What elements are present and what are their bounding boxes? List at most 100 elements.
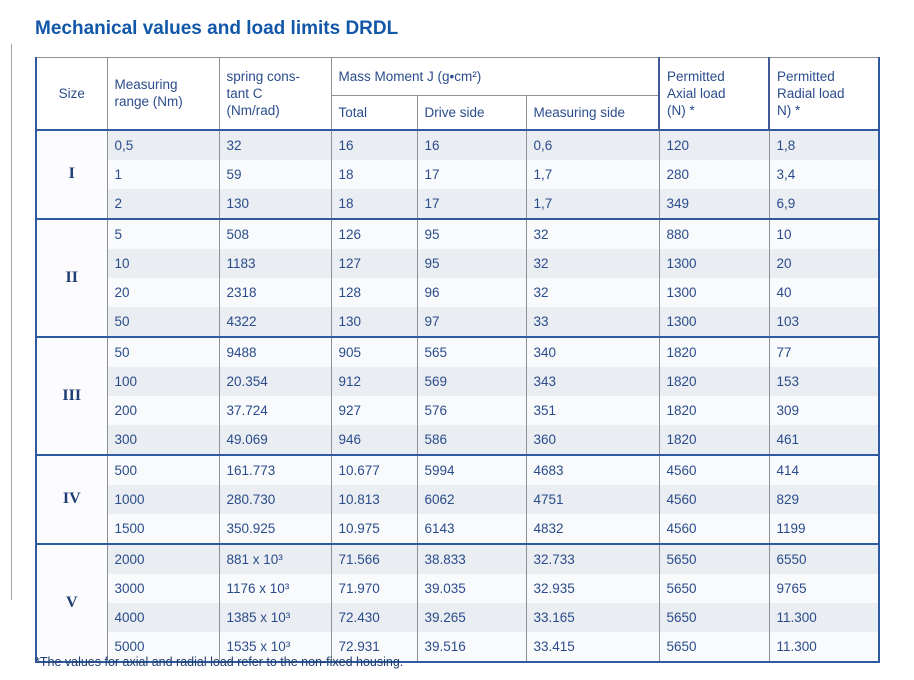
table-cell: 4560 xyxy=(658,513,770,544)
table-row: 1000 280.730 10.813 6062 4751 4560 829 xyxy=(36,484,880,514)
header-spring-constant-line1: spring cons- xyxy=(226,68,301,84)
footnote: *The values for axial and radial load re… xyxy=(35,655,404,669)
table-cell: 1820 xyxy=(658,424,770,455)
table-cell: 927 xyxy=(330,395,417,425)
header-measuring-range-line1: Measuring xyxy=(114,77,178,93)
table-cell: 280.730 xyxy=(218,484,331,514)
table-cell: 103 xyxy=(768,306,880,337)
header-spring-constant: spring cons- tant C (Nm/rad) xyxy=(218,57,331,130)
table-cell: 10 xyxy=(106,248,219,278)
table-cell: 351 xyxy=(525,395,660,425)
table-cell: 33.415 xyxy=(525,631,660,662)
header-radial-line2: Radial load xyxy=(777,85,845,101)
header-row-sub: Total Drive side Measuring side xyxy=(36,95,879,130)
table-cell: 1,7 xyxy=(525,159,660,189)
table-row: 10 1183 127 95 32 1300 20 xyxy=(36,248,880,278)
table-cell: 50 xyxy=(106,306,219,337)
header-axial-load: Permitted Axial load (N) * xyxy=(658,57,770,130)
table-cell: 16 xyxy=(416,129,526,160)
table-row: 100 20.354 912 569 343 1820 153 xyxy=(36,366,880,396)
table-cell: 39.035 xyxy=(416,573,526,603)
table-row: 4000 1385 x 10³ 72.430 39.265 33.165 565… xyxy=(36,602,880,632)
size-cell: IV xyxy=(35,454,107,544)
header-drive-side: Drive side xyxy=(416,95,526,130)
table-cell: 1,7 xyxy=(525,188,660,219)
header-mass-moment-label: Mass Moment J (g•cm²) xyxy=(338,69,482,84)
table-cell: 71.970 xyxy=(330,573,417,603)
header-total: Total xyxy=(330,95,417,130)
table-cell: 1820 xyxy=(658,395,770,425)
table-cell: 508 xyxy=(218,218,331,249)
table-cell: 72.430 xyxy=(330,602,417,632)
table-cell: 2318 xyxy=(218,277,331,307)
table-cell: 2 xyxy=(106,188,219,219)
table-cell: 20 xyxy=(106,277,219,307)
header-radial-line1: Permitted xyxy=(777,68,835,84)
table-cell: 4751 xyxy=(525,484,660,514)
table-cell: 1300 xyxy=(658,248,770,278)
table-cell: 49.069 xyxy=(218,424,331,455)
page-title: Mechanical values and load limits DRDL xyxy=(35,18,399,39)
header-axial-line2: Axial load xyxy=(667,85,726,101)
table-cell: 340 xyxy=(525,336,660,367)
size-cell: I xyxy=(35,129,107,219)
header-spring-constant-line2: tant C xyxy=(226,85,263,101)
size-group-III: III 50 9488 905 565 340 1820 77 100 20.3… xyxy=(35,336,880,455)
header-row-top: Size Measuring range (Nm) spring cons- t… xyxy=(35,57,880,130)
table-cell: 2000 xyxy=(106,543,219,574)
table-row: V 2000 881 x 10³ 71.566 38.833 32.733 56… xyxy=(35,543,880,662)
table-row: III 50 9488 905 565 340 1820 77 xyxy=(35,336,880,455)
table-cell: 5650 xyxy=(658,602,770,632)
table-cell: 32 xyxy=(525,248,660,278)
table-cell: 39.265 xyxy=(416,602,526,632)
table-cell: 10.677 xyxy=(330,454,417,485)
size-cell: II xyxy=(35,218,107,337)
table-cell: 309 xyxy=(768,395,880,425)
table-cell: 37.724 xyxy=(218,395,331,425)
table-cell: 5000 xyxy=(106,631,219,662)
table-cell: 500 xyxy=(106,454,219,485)
table-cell: 130 xyxy=(218,188,331,219)
table-cell: 72.931 xyxy=(330,631,417,662)
table-row: 2 130 18 17 1,7 349 6,9 xyxy=(36,188,880,219)
table-row: 50 4322 130 97 33 1300 103 xyxy=(36,306,880,337)
table-cell: 32.733 xyxy=(525,543,660,574)
table-cell: 1 xyxy=(106,159,219,189)
table-cell: 1176 x 10³ xyxy=(218,573,331,603)
table-cell: 0,5 xyxy=(106,129,219,160)
table-cell: 17 xyxy=(416,159,526,189)
size-cell: III xyxy=(35,336,107,455)
size-cell: V xyxy=(35,543,107,662)
table-cell: 905 xyxy=(330,336,417,367)
table-cell: 4560 xyxy=(658,484,770,514)
mechanical-values-table: Size Measuring range (Nm) spring cons- t… xyxy=(35,57,881,663)
table-cell: 5650 xyxy=(658,631,770,662)
table-row: IV 500 161.773 10.677 5994 4683 4560 414 xyxy=(35,454,880,544)
table-cell: 300 xyxy=(106,424,219,455)
size-group-IV: IV 500 161.773 10.677 5994 4683 4560 414… xyxy=(35,454,880,544)
table-row: II 5 508 126 95 32 880 10 xyxy=(35,218,880,337)
table-cell: 1300 xyxy=(658,277,770,307)
table-row: 5000 1535 x 10³ 72.931 39.516 33.415 565… xyxy=(36,631,880,662)
table-cell: 1300 xyxy=(658,306,770,337)
header-axial-line3: (N) * xyxy=(667,102,695,118)
table-cell: 32 xyxy=(525,218,660,249)
table-cell: 127 xyxy=(330,248,417,278)
table-cell: 565 xyxy=(416,336,526,367)
table-cell: 1820 xyxy=(658,366,770,396)
table-cell: 96 xyxy=(416,277,526,307)
table-cell: 38.833 xyxy=(416,543,526,574)
header-measuring-range: Measuring range (Nm) xyxy=(106,57,219,130)
table-cell: 17 xyxy=(416,188,526,219)
table-cell: 6062 xyxy=(416,484,526,514)
table-cell: 1183 xyxy=(218,248,331,278)
table-cell: 5 xyxy=(106,218,219,249)
table-cell: 343 xyxy=(525,366,660,396)
header-measuring-range-line2: range (Nm) xyxy=(114,94,183,110)
table-row: 200 37.724 927 576 351 1820 309 xyxy=(36,395,880,425)
table-cell: 349 xyxy=(658,188,770,219)
header-spring-constant-line3: (Nm/rad) xyxy=(226,102,280,118)
table-cell: 881 x 10³ xyxy=(218,543,331,574)
table-cell: 71.566 xyxy=(330,543,417,574)
table-row: 20 2318 128 96 32 1300 40 xyxy=(36,277,880,307)
